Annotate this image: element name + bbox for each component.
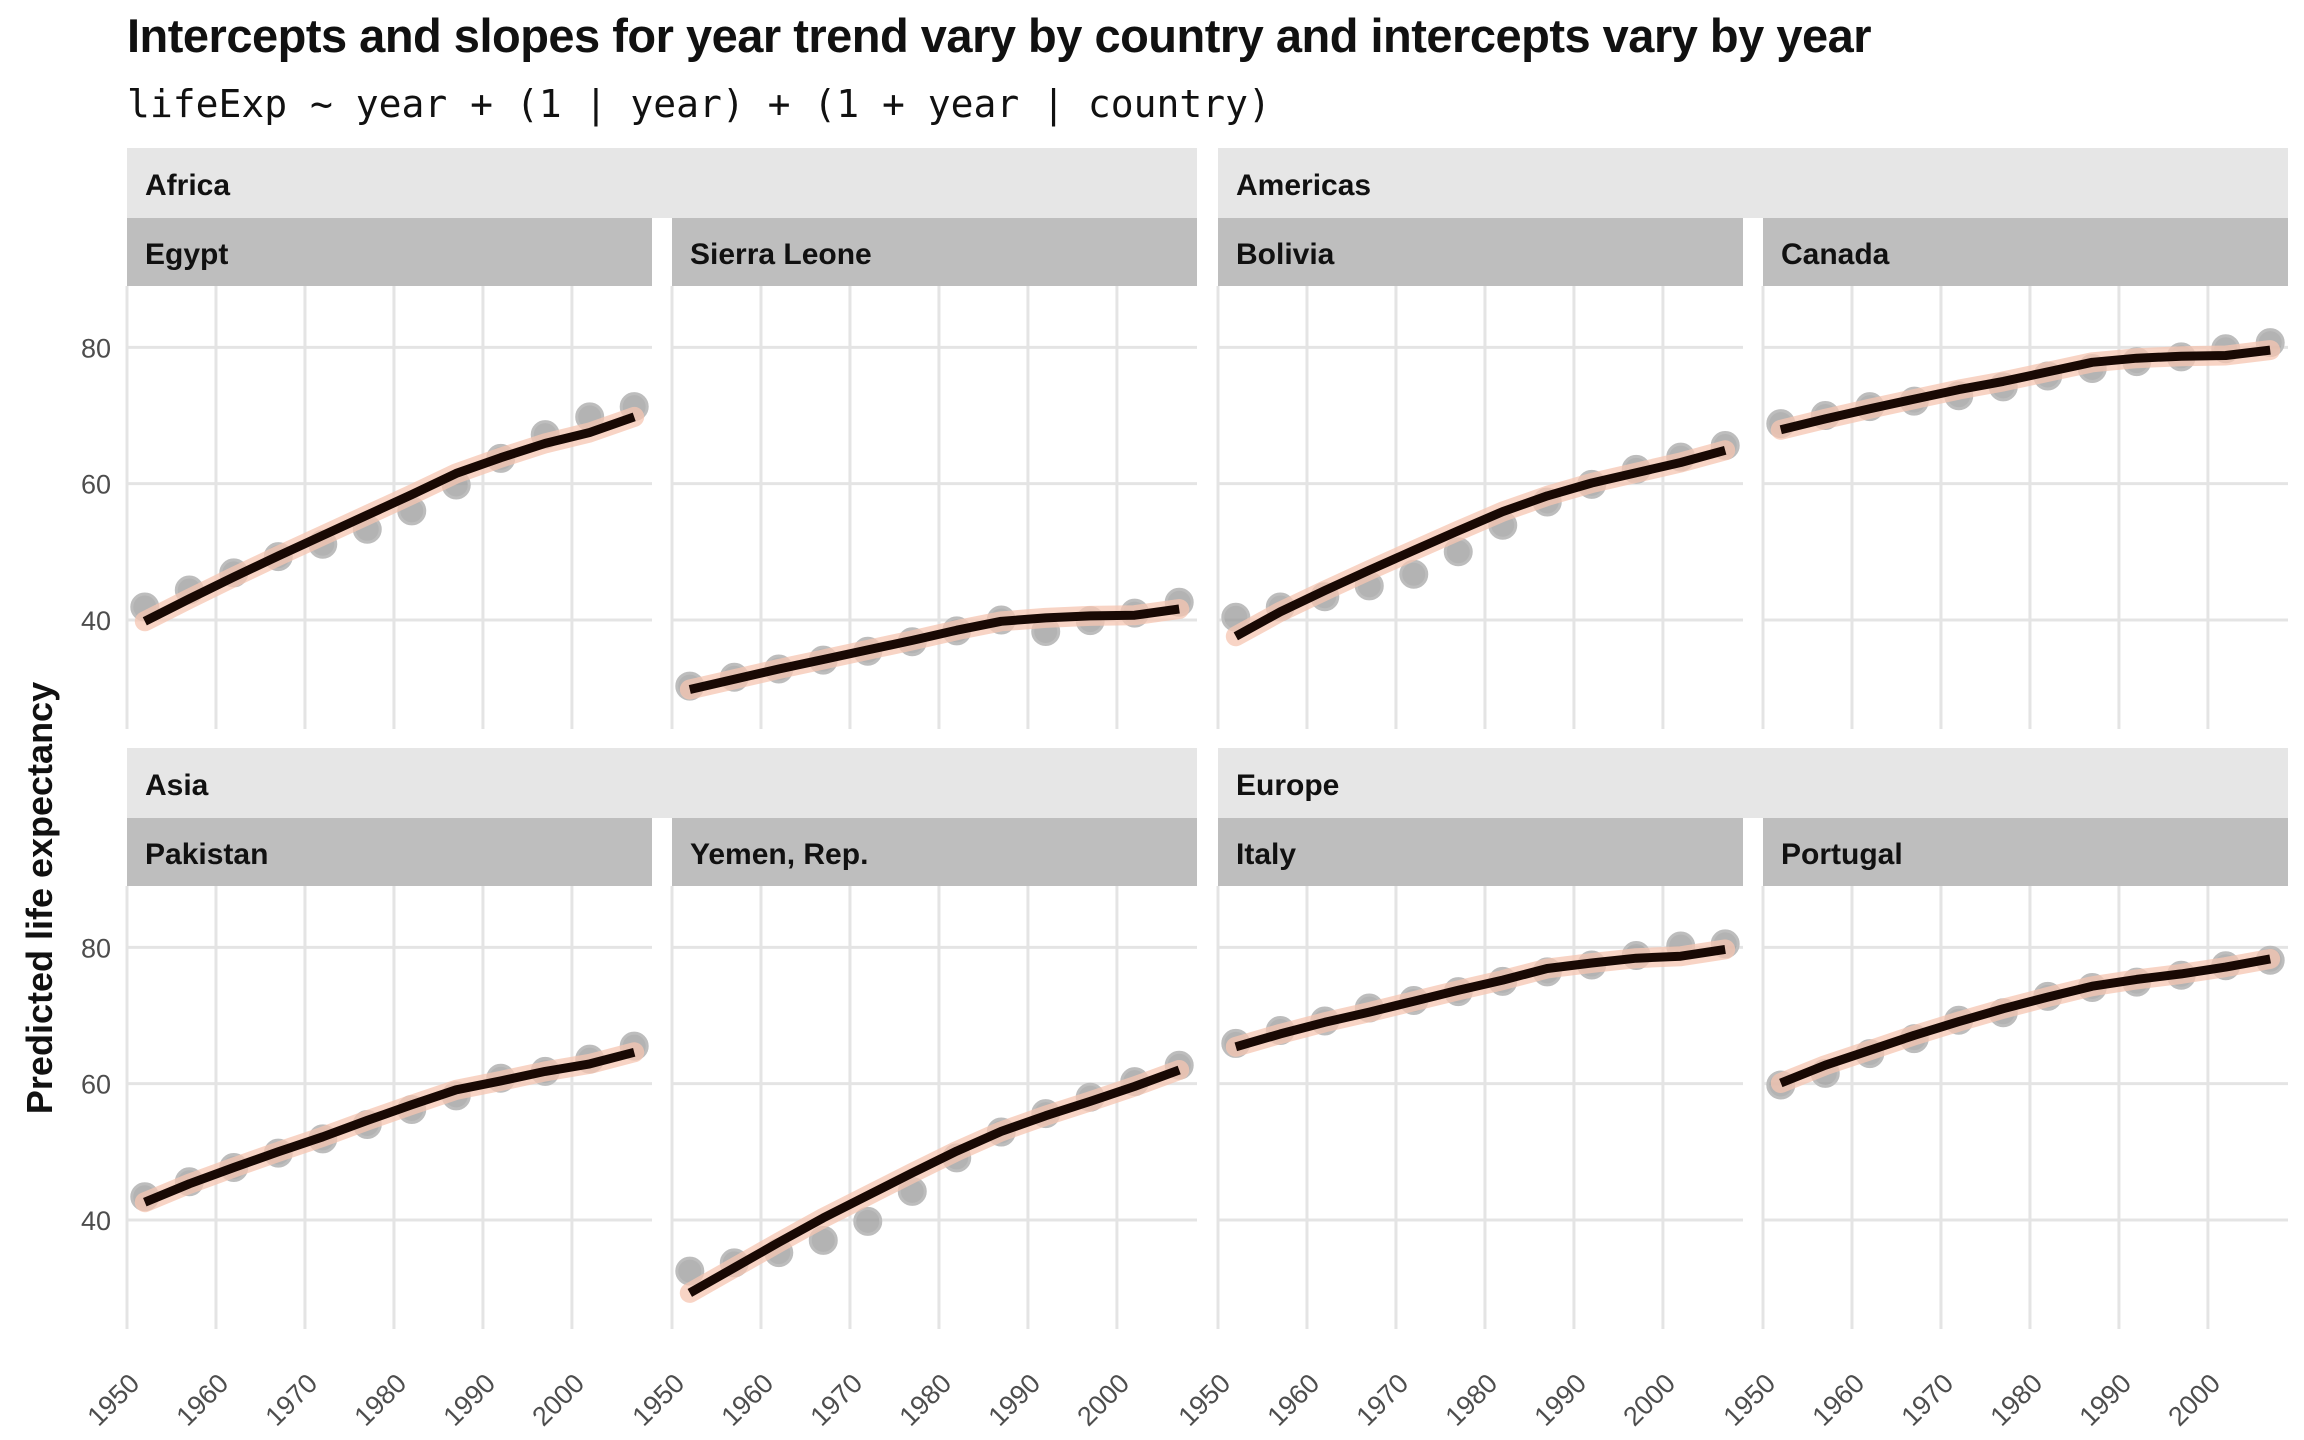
- predicted-line: [687, 1065, 1181, 1297]
- x-tick-label: 2000: [1071, 1368, 1135, 1432]
- country-label: Canada: [1781, 238, 1890, 271]
- country-label: Sierra Leone: [690, 238, 872, 271]
- x-tick-label: 1960: [1262, 1368, 1326, 1432]
- data-point: [853, 1206, 883, 1236]
- country-label: Italy: [1236, 838, 1296, 871]
- predicted-line: [142, 412, 636, 626]
- x-tick-label: 2000: [526, 1368, 590, 1432]
- x-tick-label: 2000: [1617, 1368, 1681, 1432]
- region-strip-africa: Africa: [127, 148, 1197, 218]
- panels: Africa Americas Asia Europe Egypt 40 60 80 Sierr…: [81, 148, 2288, 1432]
- gridlines: [670, 286, 1197, 729]
- x-tick-label: 1960: [171, 1368, 235, 1432]
- predicted-line: [1779, 954, 2272, 1088]
- x-tick-label: 2000: [2162, 1368, 2226, 1432]
- panel-italy: Italy 1950 1960 1970 1980 1990 2000: [1173, 818, 1743, 1432]
- region-strip-europe: Europe: [1218, 748, 2288, 818]
- x-tick-label: 1950: [627, 1368, 691, 1432]
- x-tick-label: 1960: [1807, 1368, 1871, 1432]
- country-label: Egypt: [145, 238, 228, 271]
- region-label: Americas: [1236, 169, 1371, 202]
- panel-egypt: Egypt 40 60 80: [81, 218, 652, 729]
- y-tick-label: 60: [81, 1070, 111, 1100]
- region-label: Africa: [145, 169, 230, 202]
- gridlines: [125, 286, 652, 729]
- confidence-band: [679, 1060, 1190, 1303]
- x-tick-label: 1980: [893, 1368, 957, 1432]
- y-tick-label: 40: [81, 606, 111, 636]
- region-label: Asia: [145, 769, 209, 802]
- gridlines: [1216, 286, 1743, 729]
- y-tick-label: 80: [81, 933, 111, 963]
- confidence-band: [134, 1042, 645, 1213]
- predicted-line: [1234, 944, 1726, 1052]
- region-label: Europe: [1236, 769, 1339, 802]
- x-tick-label: 1970: [1896, 1368, 1960, 1432]
- y-tick-label: 60: [81, 470, 111, 500]
- region-strip-americas: Americas: [1218, 148, 2288, 218]
- x-tick-label: 1990: [437, 1368, 501, 1432]
- x-tick-label: 1990: [982, 1368, 1046, 1432]
- country-label: Portugal: [1781, 838, 1903, 871]
- panel-sierra-leone: Sierra Leone: [670, 218, 1197, 729]
- x-tick-label: 1990: [1528, 1368, 1592, 1432]
- x-tick-label: 1970: [260, 1368, 324, 1432]
- chart-subtitle: lifeExp ~ year + (1 | year) + (1 + year …: [127, 82, 1271, 126]
- x-tick-label: 1980: [1984, 1368, 2048, 1432]
- y-tick-label: 80: [81, 333, 111, 363]
- x-tick-label: 1950: [1173, 1368, 1237, 1432]
- country-label: Bolivia: [1236, 238, 1335, 271]
- x-tick-label: 1980: [1439, 1368, 1503, 1432]
- predicted-line: [1779, 345, 2271, 435]
- country-label: Pakistan: [145, 838, 268, 871]
- predicted-line: [688, 604, 1180, 694]
- x-tick-label: 1950: [1718, 1368, 1782, 1432]
- x-tick-label: 1970: [805, 1368, 869, 1432]
- x-tick-label: 1950: [82, 1368, 146, 1432]
- chart-title: Intercepts and slopes for year trend var…: [127, 9, 1872, 62]
- gridlines: [1761, 886, 2288, 1329]
- predicted-line: [1233, 445, 1727, 641]
- predicted-line: [143, 1047, 636, 1207]
- confidence-band: [1225, 440, 1736, 647]
- x-tick-label: 1990: [2073, 1368, 2137, 1432]
- x-tick-label: 1970: [1351, 1368, 1415, 1432]
- panel-portugal: Portugal 1950 1960 1970 1980 1990 2000: [1718, 818, 2288, 1432]
- panel-pakistan: Pakistan 40 60 80 1950 1960 1970 1980 1990 2000: [81, 818, 652, 1432]
- confidence-band: [1225, 939, 1736, 1057]
- y-tick-label: 40: [81, 1206, 111, 1236]
- gridlines: [125, 886, 652, 1329]
- region-strip-asia: Asia: [127, 748, 1197, 818]
- panel-bolivia: Bolivia: [1216, 218, 1743, 729]
- panel-yemen-rep: Yemen, Rep. 1950 1960 1970 1980 1990 2000: [627, 818, 1197, 1432]
- confidence-band: [134, 406, 645, 632]
- x-tick-label: 1980: [348, 1368, 412, 1432]
- y-axis-label: Predicted life expectancy: [19, 682, 60, 1114]
- x-tick-label: 1960: [716, 1368, 780, 1432]
- panel-canada: Canada: [1761, 218, 2288, 729]
- country-label: Yemen, Rep.: [690, 838, 868, 871]
- confidence-band: [1770, 340, 2281, 440]
- confidence-band: [1770, 948, 2281, 1093]
